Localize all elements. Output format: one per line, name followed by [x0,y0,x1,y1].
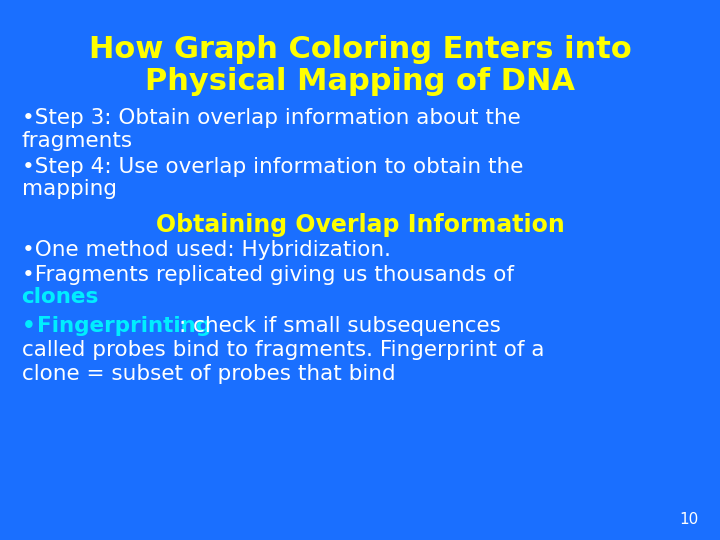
Text: mapping: mapping [22,179,117,199]
Text: •Step 4: Use overlap information to obtain the: •Step 4: Use overlap information to obta… [22,157,523,177]
Text: •Fragments replicated giving us thousands of: •Fragments replicated giving us thousand… [22,265,513,285]
Text: Obtaining Overlap Information: Obtaining Overlap Information [156,213,564,237]
Text: How Graph Coloring Enters into: How Graph Coloring Enters into [89,35,631,64]
Text: fragments: fragments [22,131,132,151]
Text: •Step 3: Obtain overlap information about the: •Step 3: Obtain overlap information abou… [22,108,521,128]
Text: 10: 10 [679,511,698,526]
Text: : check if small subsequences: : check if small subsequences [179,316,500,336]
Text: Fingerprinting: Fingerprinting [37,316,211,336]
Text: clones: clones [22,287,99,307]
Text: •One method used: Hybridization.: •One method used: Hybridization. [22,240,391,260]
Text: called probes bind to fragments. Fingerprint of a: called probes bind to fragments. Fingerp… [22,340,544,360]
Text: •: • [22,316,35,336]
Text: clone = subset of probes that bind: clone = subset of probes that bind [22,364,395,384]
Text: Physical Mapping of DNA: Physical Mapping of DNA [145,68,575,97]
